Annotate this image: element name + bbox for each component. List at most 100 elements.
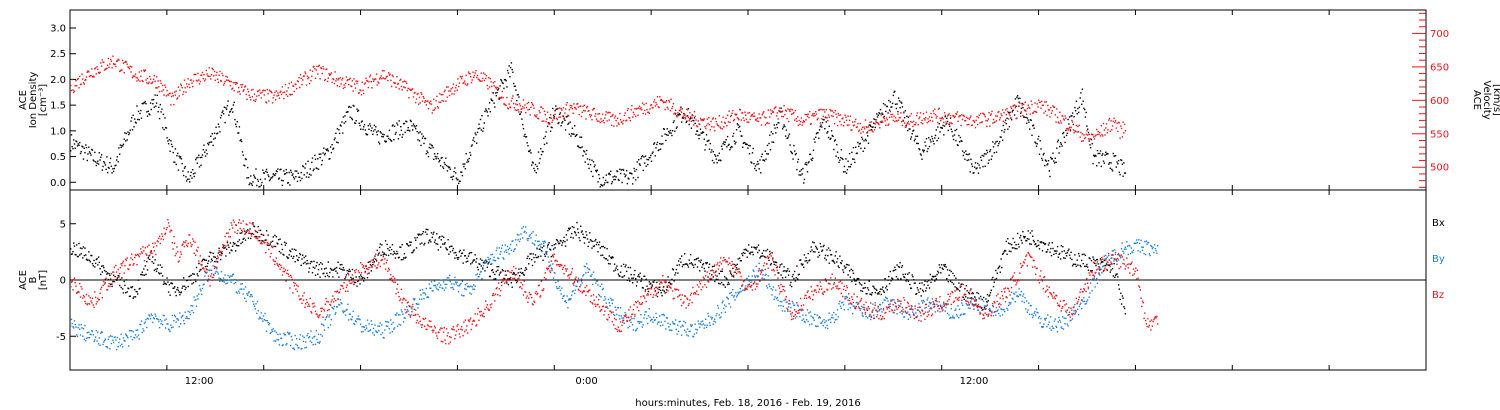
velocity-point (1056, 108, 1058, 110)
density-point (441, 156, 443, 159)
field-point-bx (784, 270, 786, 272)
density-point (869, 124, 871, 126)
velocity-point (117, 58, 119, 60)
density-point (523, 135, 525, 137)
density-point (820, 124, 822, 126)
field-point-bx (582, 233, 584, 235)
field-point-by (240, 283, 242, 285)
field-point-bx (400, 259, 403, 261)
density-point (1044, 164, 1046, 167)
velocity-point (861, 126, 864, 128)
density-point (448, 166, 451, 168)
velocity-point (229, 85, 232, 87)
field-point-bx (768, 259, 770, 262)
field-point-bx (895, 276, 898, 278)
velocity-point (768, 122, 770, 125)
field-point-bx (822, 245, 824, 248)
velocity-point (1103, 129, 1105, 131)
density-point (485, 108, 487, 110)
density-point (789, 144, 791, 146)
field-point-by (268, 322, 271, 325)
density-point (459, 180, 461, 182)
field-point-bx (772, 261, 775, 263)
field-point-bx (1029, 232, 1032, 234)
field-point-bx (955, 277, 957, 279)
field-point-bx (716, 275, 718, 277)
density-point (223, 106, 226, 108)
field-point-by (267, 321, 269, 324)
velocity-point (225, 75, 227, 78)
density-point (183, 174, 185, 177)
density-point (837, 157, 839, 159)
velocity-point (97, 71, 100, 74)
velocity-point (1053, 106, 1055, 108)
density-point (436, 156, 438, 158)
velocity-point (818, 109, 821, 111)
density-point (122, 145, 124, 147)
field-point-by (108, 336, 110, 338)
field-point-bx (776, 266, 778, 268)
velocity-point (1023, 103, 1025, 105)
density-point (722, 143, 724, 145)
density-point (89, 152, 91, 154)
field-point-bx (760, 255, 763, 257)
velocity-point (900, 121, 903, 123)
density-point (296, 180, 299, 183)
field-point-bx (765, 250, 767, 252)
field-point-by (338, 304, 341, 306)
density-point (116, 156, 119, 158)
velocity-point (174, 94, 177, 96)
field-point-bx (621, 276, 623, 278)
density-point (377, 130, 379, 132)
field-point-bx (201, 264, 203, 266)
field-point-bx (213, 260, 216, 263)
density-point (414, 126, 416, 128)
field-point-bx (653, 279, 656, 282)
density-point (261, 181, 263, 184)
density-point (264, 178, 266, 180)
density-point (500, 79, 502, 81)
field-point-bx (94, 266, 96, 268)
field-point-bx (473, 259, 475, 261)
field-point-bx (754, 247, 756, 249)
density-point (936, 139, 938, 142)
density-point (938, 123, 940, 125)
field-point-bx (319, 276, 321, 278)
field-point-bx (616, 268, 619, 271)
velocity-point (856, 126, 858, 128)
field-point-bx (488, 275, 491, 278)
field-point-bx (1062, 257, 1065, 259)
density-point (161, 108, 163, 110)
density-point (530, 152, 532, 154)
velocity-point (751, 113, 754, 116)
field-point-bx (885, 285, 888, 287)
velocity-point (325, 68, 327, 71)
density-point (764, 150, 766, 152)
density-point (888, 109, 891, 111)
field-point-by (475, 274, 477, 276)
velocity-point (375, 78, 377, 80)
velocity-point (983, 113, 985, 115)
field-point-bx (351, 278, 353, 280)
velocity-point (363, 83, 366, 85)
density-point (994, 143, 996, 145)
field-point-bx (528, 257, 531, 260)
density-point (847, 160, 849, 162)
velocity-point (873, 118, 875, 120)
velocity-point (259, 92, 262, 94)
field-point-by (396, 312, 398, 314)
field-point-bx (1117, 284, 1120, 286)
velocity-point (331, 81, 333, 84)
velocity-point (551, 121, 553, 123)
field-point-by (204, 278, 207, 281)
density-point (238, 132, 240, 134)
velocity-point (253, 93, 256, 95)
field-point-bx (614, 269, 617, 271)
field-point-bx (343, 269, 345, 271)
velocity-point (1115, 127, 1117, 129)
field-point-by (174, 316, 177, 318)
field-point-bx (798, 273, 800, 275)
field-point-by (136, 336, 138, 338)
field-point-bx (149, 258, 151, 261)
field-point-bx (96, 258, 98, 260)
